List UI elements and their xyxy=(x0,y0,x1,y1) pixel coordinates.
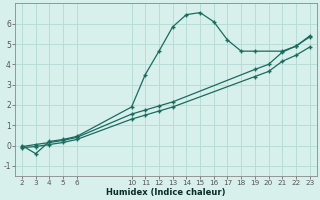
X-axis label: Humidex (Indice chaleur): Humidex (Indice chaleur) xyxy=(106,188,226,197)
